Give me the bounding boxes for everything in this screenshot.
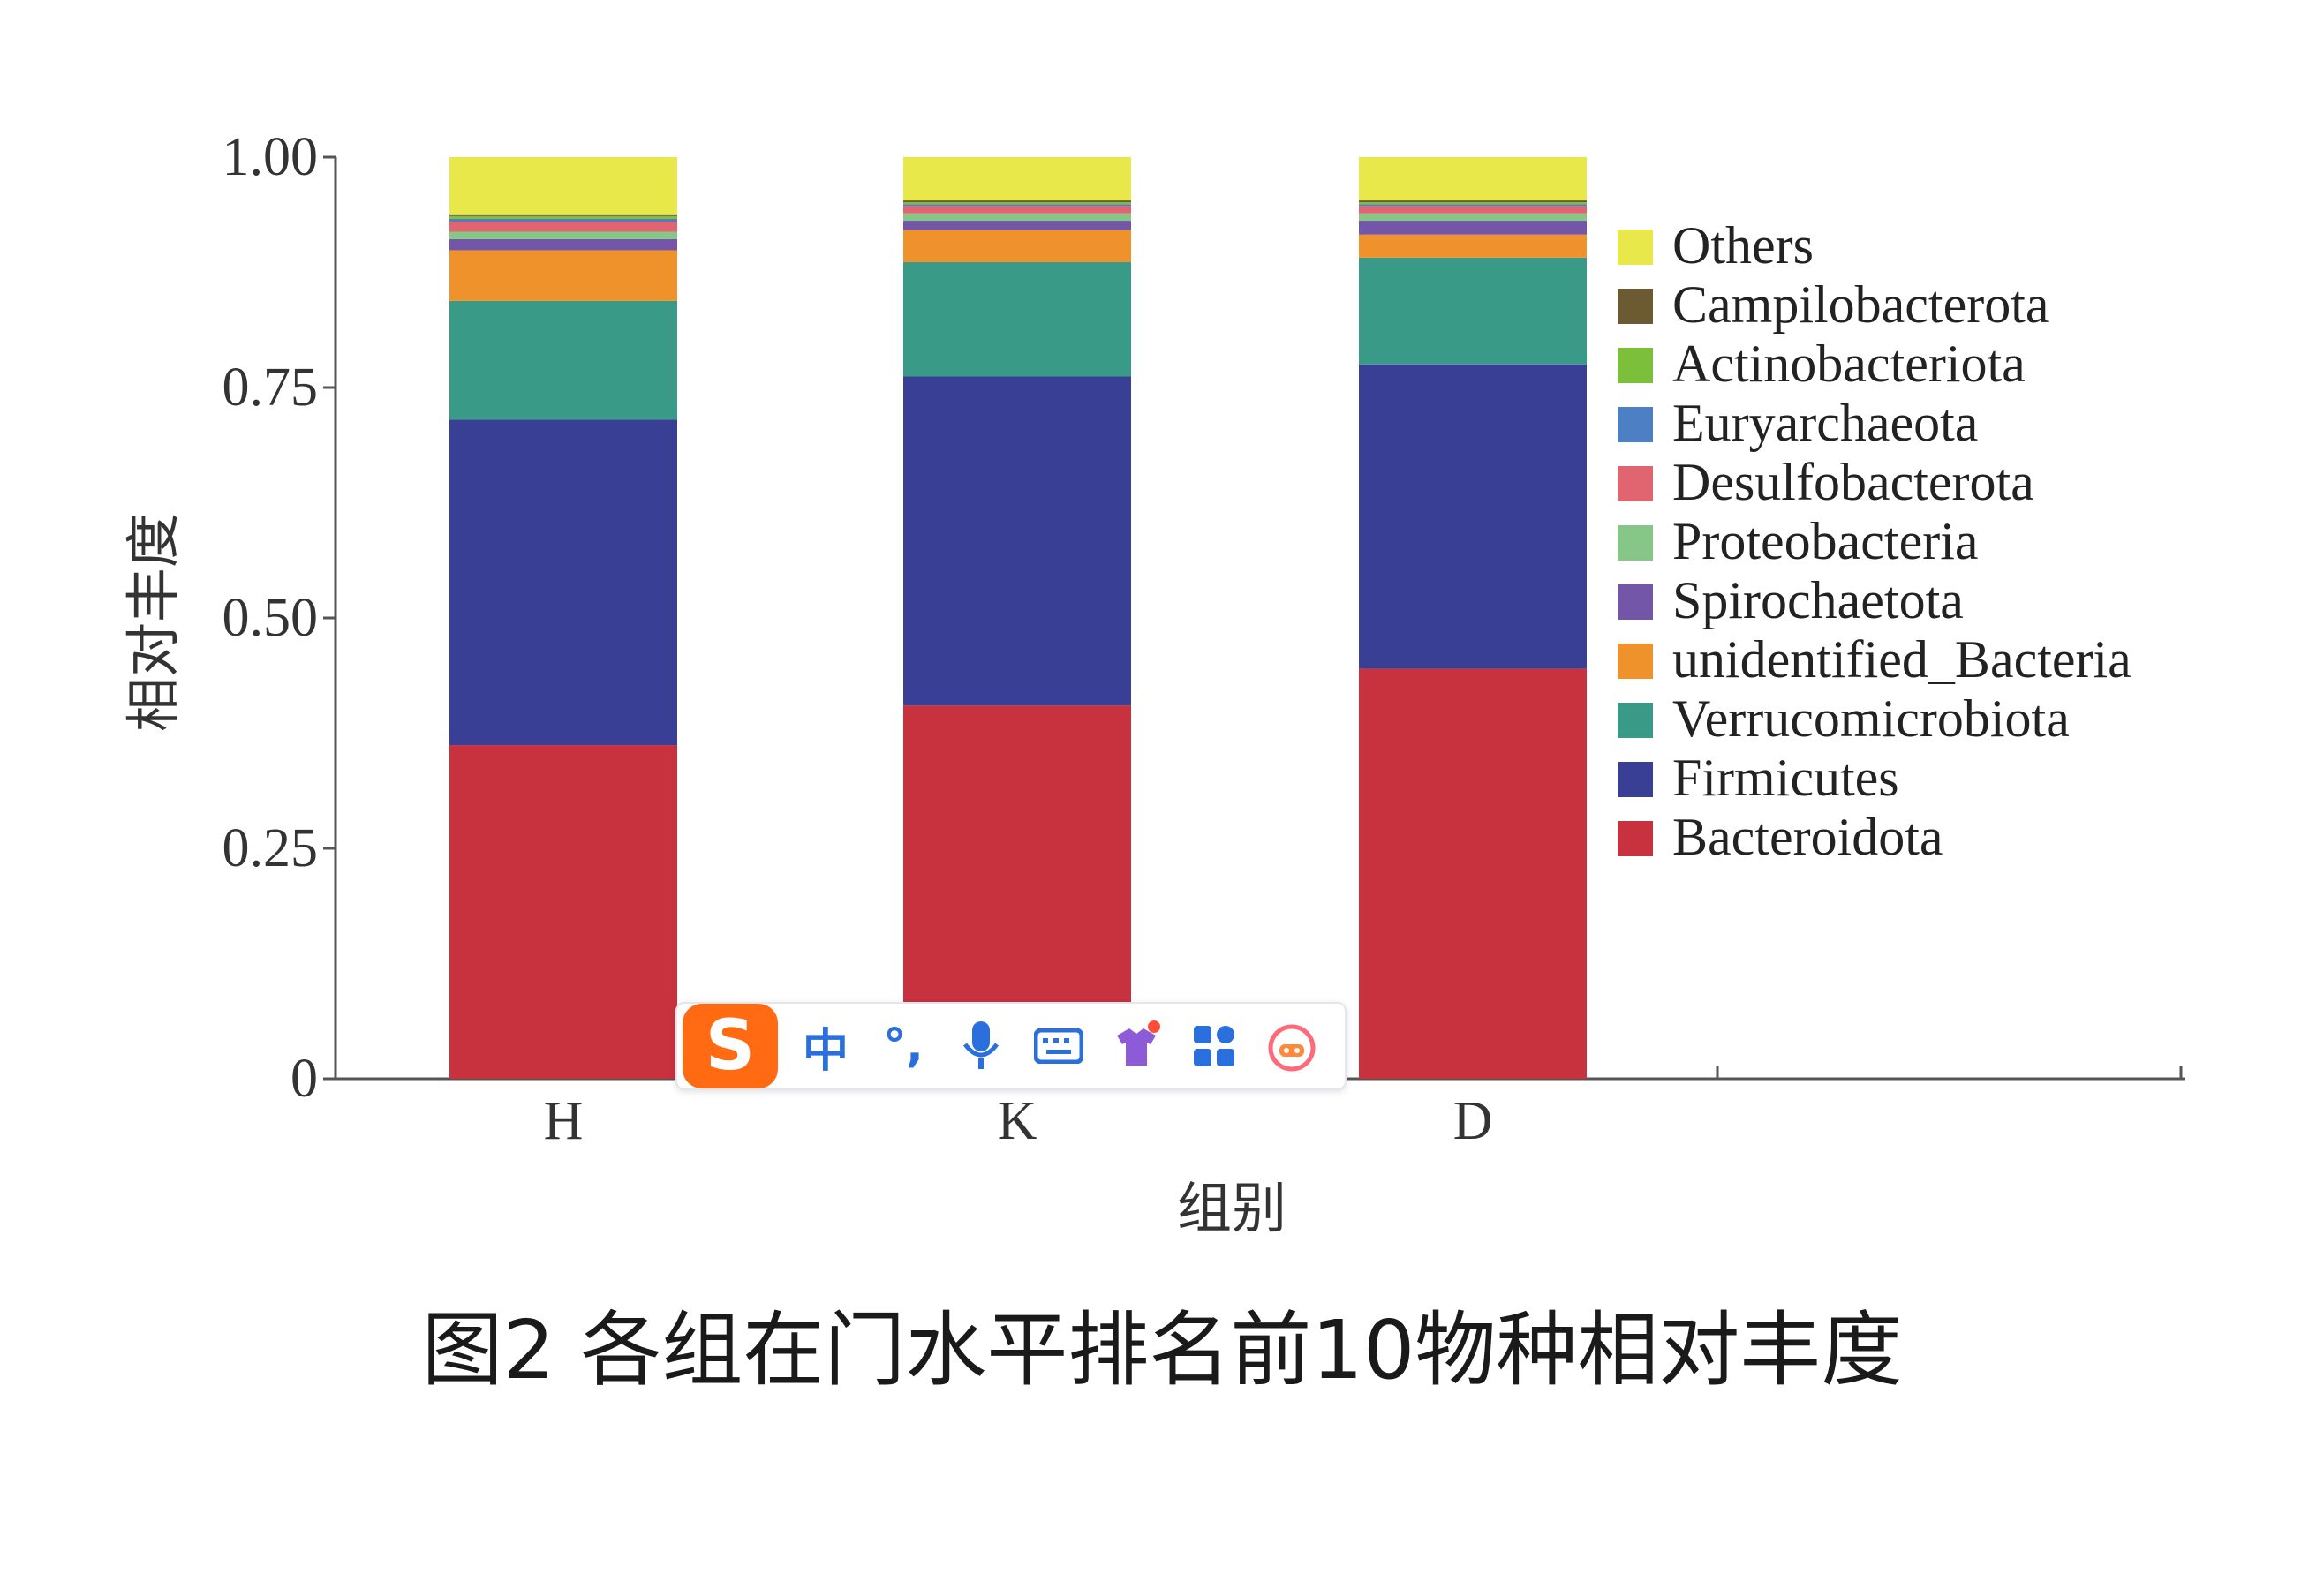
y-tick-label: 1.00: [223, 127, 319, 187]
mic-icon[interactable]: [942, 1006, 1020, 1086]
bar-segment: [903, 221, 1131, 230]
legend: OthersCampilobacterotaActinobacteriotaEu…: [1618, 216, 2132, 866]
legend-swatch: [1618, 407, 1653, 442]
skin-icon[interactable]: [1098, 1006, 1175, 1086]
punctuation-toggle-button[interactable]: °,: [883, 1020, 924, 1073]
bar-segment: [903, 204, 1131, 207]
apps-icon[interactable]: [1175, 1006, 1253, 1086]
legend-swatch: [1618, 821, 1653, 856]
legend-label: Others: [1672, 216, 1814, 275]
legend-label: Campilobacterota: [1672, 275, 2049, 334]
y-tick-label: 0: [290, 1049, 318, 1109]
legend-swatch: [1618, 289, 1653, 324]
legend-label: Desulfobacterota: [1672, 453, 2034, 511]
bar-segment: [449, 215, 677, 219]
bar-segment: [903, 262, 1131, 377]
bar-stack-K: [903, 157, 1131, 1079]
ime-logo-icon[interactable]: S: [683, 1004, 778, 1088]
bar-stack-D: [1359, 157, 1587, 1079]
bar-segment: [903, 157, 1131, 201]
keyboard-icon[interactable]: [1020, 1006, 1098, 1086]
bar-segment: [903, 213, 1131, 222]
bar-segment: [1359, 257, 1587, 365]
bar-segment: [449, 250, 677, 301]
legend-swatch: [1618, 230, 1653, 265]
bar-segment: [1359, 202, 1587, 205]
bar-segment: [449, 222, 677, 232]
legend-label: Bacteroidota: [1672, 808, 1943, 866]
legend-swatch: [1618, 525, 1653, 561]
legend-label: Firmicutes: [1672, 749, 1899, 807]
legend-label: Actinobacteriota: [1672, 335, 2026, 393]
y-axis-title: 相对丰度: [121, 513, 185, 732]
legend-label: unidentified_Bacteria: [1672, 630, 2132, 689]
bar-segment: [1359, 668, 1587, 1079]
x-axis-title: 组别: [1177, 1176, 1286, 1240]
figure-caption: 图2 各组在门水平排名前10物种相对丰度: [421, 1303, 1903, 1397]
bar-segment: [449, 231, 677, 239]
legend-label: Proteobacteria: [1672, 512, 1979, 570]
bar-segment: [1359, 200, 1587, 203]
bar-segment: [903, 202, 1131, 205]
bar-segment: [903, 230, 1131, 263]
legend-swatch: [1618, 762, 1653, 797]
x-tick-label: H: [544, 1091, 584, 1151]
bar-segment: [1359, 234, 1587, 258]
legend-swatch: [1618, 703, 1653, 738]
bar-segment: [903, 376, 1131, 706]
mascot-icon[interactable]: [1253, 1006, 1331, 1086]
legend-label: Euryarchaeota: [1672, 394, 1978, 452]
bar-segment: [903, 200, 1131, 203]
bar-segment: [1359, 204, 1587, 207]
legend-swatch: [1618, 466, 1653, 501]
x-tick-label: K: [998, 1091, 1038, 1151]
y-tick-label: 0.75: [223, 358, 319, 418]
y-tick-label: 0.50: [223, 588, 319, 648]
bar-segment: [1359, 206, 1587, 214]
bar-segment: [449, 214, 677, 216]
bar-segment: [449, 419, 677, 746]
bar-segment: [1359, 157, 1587, 201]
legend-label: Verrucomicrobiota: [1672, 689, 2070, 748]
legend-swatch: [1618, 584, 1653, 620]
ime-toolbar[interactable]: S 中 °,: [675, 1002, 1347, 1090]
bar-segment: [903, 206, 1131, 214]
bars: [449, 157, 1587, 1079]
bar-segment: [449, 238, 677, 251]
y-tick-label: 0.25: [223, 818, 319, 878]
bar-segment: [449, 745, 677, 1079]
legend-swatch: [1618, 644, 1653, 679]
bar-segment: [449, 218, 677, 222]
bar-stack-H: [449, 157, 677, 1079]
bar-segment: [1359, 213, 1587, 222]
legend-swatch: [1618, 348, 1653, 383]
x-tick-label: D: [1453, 1091, 1493, 1151]
bar-segment: [1359, 221, 1587, 235]
bar-segment: [449, 157, 677, 215]
bar-segment: [449, 300, 677, 420]
legend-label: Spirochaetota: [1672, 571, 1964, 629]
bar-segment: [1359, 364, 1587, 669]
language-toggle-button[interactable]: 中: [802, 1024, 849, 1078]
